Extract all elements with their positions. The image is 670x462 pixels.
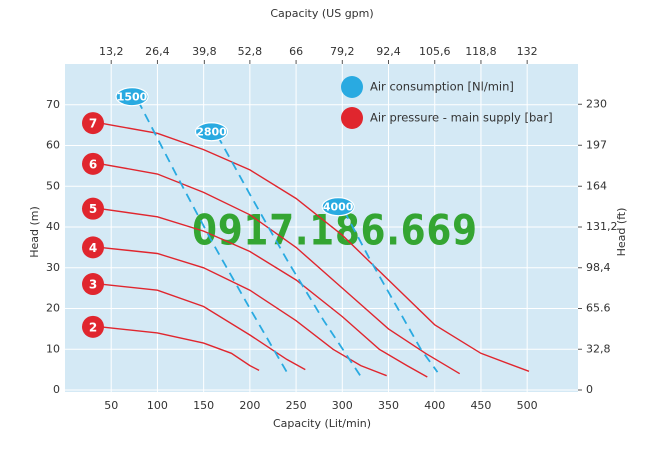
y-tick-label: 20 (46, 302, 60, 315)
y2-tick-label: 230 (586, 97, 607, 110)
y2-tick-label: 65.6 (586, 302, 611, 315)
pressure-label: 7 (89, 117, 97, 131)
legend-label: Air consumption [Nl/min] (370, 80, 514, 94)
x-tick-label: 50 (104, 399, 118, 412)
y-tick-label: 40 (46, 220, 60, 233)
x2-tick-label: 13,2 (99, 45, 124, 58)
pressure-label: 2 (89, 320, 97, 334)
x-tick-label: 150 (193, 399, 214, 412)
y-axis-title: Head (m) (28, 206, 41, 258)
x-tick-label: 300 (332, 399, 353, 412)
pressure-badge (82, 112, 104, 135)
air-label-bubble (115, 87, 149, 107)
y-tick-label: 30 (46, 261, 60, 274)
y-tick-label: 10 (46, 342, 60, 355)
pressure-badge (82, 273, 104, 296)
legend-label: Air pressure - main supply [bar] (370, 111, 553, 125)
pressure-badge (82, 197, 104, 220)
x2-tick-label: 39,8 (192, 45, 217, 58)
y2-axis-title: Head (ft) (615, 208, 628, 257)
x-tick-label: 250 (286, 399, 307, 412)
x2-tick-label: 79,2 (330, 45, 355, 58)
y-tick-label: 0 (53, 383, 60, 396)
y2-tick-label: 98,4 (586, 261, 611, 274)
pressure-curve (100, 283, 306, 371)
x-tick-label: 100 (147, 399, 168, 412)
x-tick-label: 500 (517, 399, 538, 412)
air-curve (343, 210, 439, 373)
air-label: 2800 (196, 126, 227, 139)
pressure-curve (99, 163, 461, 375)
y-tick-label: 50 (46, 179, 60, 192)
y2-tick-label: 131,2 (586, 220, 618, 233)
x2-tick-label: 52,8 (238, 45, 263, 58)
pressure-curve (100, 246, 387, 377)
air-curve (137, 100, 288, 373)
pressure-curve (99, 122, 530, 372)
y2-tick-label: 0 (586, 383, 593, 396)
pressure-badge (82, 315, 104, 338)
y2-tick-label: 32,8 (586, 342, 611, 355)
legend-swatch (341, 76, 363, 98)
pressure-badge (82, 152, 104, 175)
x2-tick-label: 26,4 (145, 45, 170, 58)
x2-axis-title: Capacity (US gpm) (270, 7, 373, 20)
y2-tick-label: 197 (586, 138, 607, 151)
pressure-badge (82, 236, 104, 259)
y-tick-label: 60 (46, 139, 60, 152)
pressure-label: 4 (89, 241, 97, 255)
plot-area (65, 64, 578, 392)
pressure-curve (100, 208, 428, 378)
air-curve (216, 135, 363, 379)
x-tick-label: 200 (239, 399, 260, 412)
pressure-label: 3 (89, 278, 97, 292)
air-label: 1500 (117, 91, 148, 104)
x2-tick-label: 92,4 (376, 45, 401, 58)
air-label: 4000 (323, 201, 354, 214)
pressure-label: 6 (89, 157, 97, 171)
pressure-label: 5 (89, 202, 97, 216)
pressure-curve (100, 326, 260, 372)
air-label-bubble (194, 122, 229, 142)
x-axis-title: Capacity (Lit/min) (273, 417, 371, 430)
air-label-bubble (321, 197, 355, 217)
x2-tick-label: 132 (517, 45, 538, 58)
legend-swatch (341, 107, 363, 129)
x2-tick-label: 105,6 (419, 45, 451, 58)
y2-tick-label: 164 (586, 179, 607, 192)
x2-tick-label: 66 (289, 45, 303, 58)
y-tick-label: 70 (46, 98, 60, 111)
x-tick-label: 350 (378, 399, 399, 412)
x2-tick-label: 118,8 (465, 45, 497, 58)
x-tick-label: 450 (470, 399, 491, 412)
x-tick-label: 400 (424, 399, 445, 412)
